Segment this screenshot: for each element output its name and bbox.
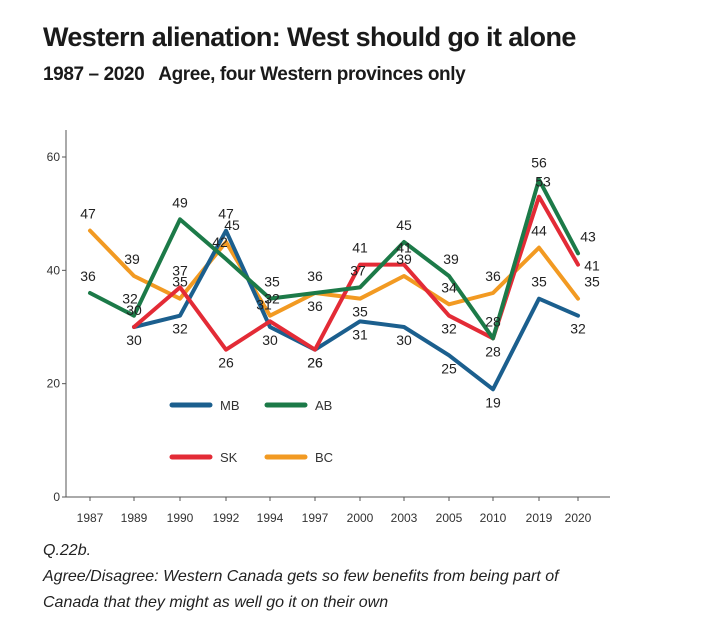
x-tick-label: 2000 (347, 511, 374, 525)
data-label-sk: 28 (485, 343, 501, 359)
data-label-bc: 39 (396, 251, 412, 267)
data-label-ab: 36 (80, 268, 96, 284)
series-line-ab (88, 177, 580, 341)
data-label-bc: 35 (352, 304, 368, 320)
x-tick-label: 1997 (302, 511, 329, 525)
x-tick-label: 1989 (121, 511, 148, 525)
data-label-ab: 42 (212, 234, 228, 250)
data-label-sk: 41 (396, 240, 412, 256)
x-tick-label: 2005 (436, 511, 463, 525)
data-label-sk: 31 (256, 296, 272, 312)
question-text-line-2: Canada that they might as well go it on … (43, 594, 389, 611)
data-label-mb: 32 (570, 321, 586, 337)
data-label-mb: 47 (218, 206, 234, 222)
x-tick-label: 1994 (257, 511, 284, 525)
data-label-mb: 31 (352, 326, 368, 342)
data-label-bc: 36 (307, 298, 323, 314)
x-tick-label: 2020 (565, 511, 592, 525)
y-tick-label: 0 (53, 490, 60, 504)
subtitle-years: 1987 – 2020 (43, 64, 145, 85)
data-label-mb: 30 (262, 332, 278, 348)
data-label-bc: 39 (124, 251, 140, 267)
data-label-sk: 41 (584, 258, 600, 274)
question-code: Q.22b. (43, 542, 92, 559)
data-label-mb: 32 (172, 321, 188, 337)
data-label-bc: 44 (531, 223, 547, 239)
subtitle-description: Agree, four Western provinces only (158, 64, 466, 85)
data-label-bc: 45 (224, 217, 240, 233)
data-label-mb: 19 (485, 394, 501, 410)
data-label-ab: 49 (172, 194, 188, 210)
data-label-mb: 30 (396, 332, 412, 348)
data-label-bc: 32 (264, 291, 280, 307)
data-label-bc: 35 (172, 274, 188, 290)
data-label-ab: 36 (307, 268, 323, 284)
series-lines (88, 177, 580, 392)
data-label-sk: 30 (126, 302, 142, 318)
chart-subtitle: 1987 – 2020 Agree, four Western provinces… (43, 64, 466, 86)
y-tick-label: 20 (47, 377, 61, 391)
chart-title: Western alienation: West should go it al… (43, 22, 576, 52)
data-label-sk: 26 (307, 355, 323, 371)
data-label-mb: 25 (441, 360, 457, 376)
x-tick-label: 2003 (391, 511, 418, 525)
data-label-mb: 30 (126, 332, 142, 348)
data-label-ab: 37 (350, 262, 366, 278)
data-label-sk: 53 (535, 174, 551, 190)
legend-label-ab: AB (315, 398, 332, 413)
data-label-bc: 34 (441, 279, 457, 295)
data-label-bc: 47 (80, 206, 96, 222)
data-label-ab: 43 (580, 228, 596, 244)
question-text-line-1: Agree/Disagree: Western Canada gets so f… (43, 568, 559, 585)
data-label-ab: 28 (485, 313, 501, 329)
x-tick-label: 1987 (77, 511, 104, 525)
y-tick-label: 40 (47, 263, 61, 277)
data-label-ab: 35 (264, 274, 280, 290)
x-tick-label: 1990 (167, 511, 194, 525)
data-label-bc: 35 (584, 274, 600, 290)
x-tick-label: 1992 (213, 511, 240, 525)
x-tick-label: 2010 (480, 511, 507, 525)
data-label-bc: 36 (485, 268, 501, 284)
data-label-ab: 39 (443, 251, 459, 267)
data-label-ab: 56 (531, 155, 547, 171)
data-label-ab: 45 (396, 217, 412, 233)
legend-label-mb: MB (220, 398, 240, 413)
data-label-ab: 32 (122, 291, 138, 307)
legend-label-bc: BC (315, 450, 333, 465)
data-label-sk: 37 (172, 262, 188, 278)
data-label-mb: 26 (307, 355, 323, 371)
series-line-mb (132, 228, 580, 392)
data-label-mb: 35 (531, 274, 547, 290)
chart-legend: MB AB SK BC (169, 398, 333, 465)
data-label-sk: 41 (352, 240, 368, 256)
legend-label-sk: SK (220, 450, 238, 465)
data-label-sk: 26 (218, 355, 234, 371)
data-label-sk: 32 (441, 321, 457, 337)
chart-axes: 0 20 40 60 1987 1989 1990 1992 1994 1997 2000 2003 2… (47, 130, 610, 525)
y-tick-label: 60 (47, 150, 61, 164)
x-tick-label: 2019 (526, 511, 553, 525)
